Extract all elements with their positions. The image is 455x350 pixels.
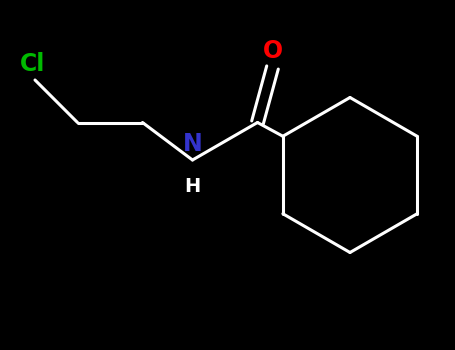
Text: H: H	[184, 177, 201, 196]
Text: O: O	[263, 40, 283, 63]
Text: N: N	[182, 132, 202, 156]
Text: Cl: Cl	[20, 52, 45, 76]
